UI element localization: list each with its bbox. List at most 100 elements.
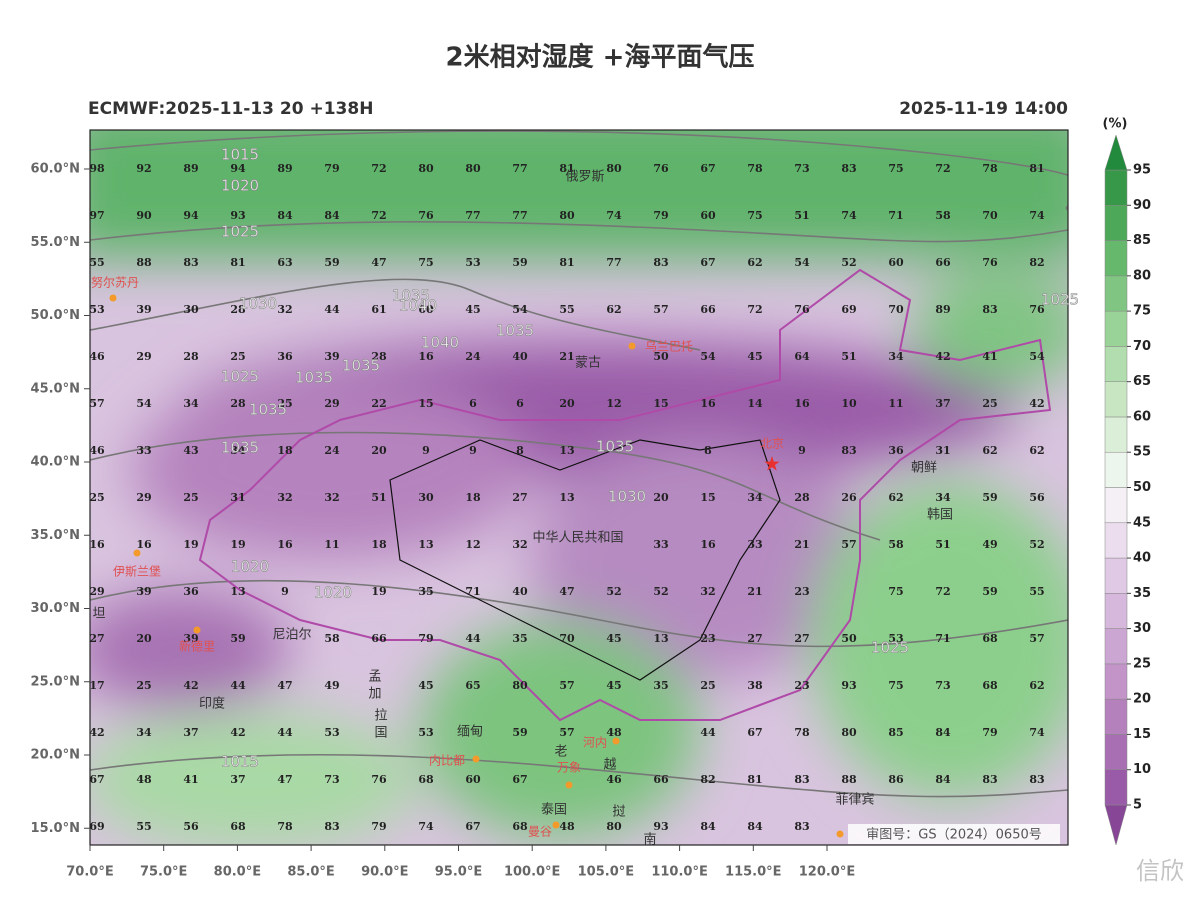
humidity-value: 33	[653, 538, 668, 551]
colorbar-tick-label: 65	[1133, 374, 1151, 389]
humidity-value: 67	[747, 726, 762, 739]
humidity-value: 89	[277, 162, 292, 175]
humidity-value: 35	[512, 632, 527, 645]
humidity-value: 80	[606, 162, 622, 175]
place-name: 蒙古	[575, 356, 601, 371]
humidity-value: 47	[277, 679, 292, 692]
humidity-value: 23	[794, 679, 809, 692]
colorbar-tick-label: 55	[1133, 445, 1151, 460]
humidity-value: 68	[418, 773, 434, 786]
humidity-value: 62	[747, 256, 762, 269]
humidity-value: 49	[982, 538, 997, 551]
humidity-value: 72	[935, 162, 950, 175]
lat-tick-label: 35.0°N	[31, 528, 80, 543]
humidity-value: 25	[136, 679, 151, 692]
humidity-value: 58	[324, 632, 340, 645]
lon-tick-label: 70.0°E	[66, 865, 113, 880]
humidity-value: 78	[982, 162, 998, 175]
humidity-value: 65	[465, 679, 480, 692]
humidity-value: 42	[183, 679, 198, 692]
humidity-value: 41	[183, 773, 198, 786]
colorbar-bin	[1104, 205, 1128, 241]
humidity-value: 79	[982, 726, 997, 739]
humidity-value: 88	[136, 256, 152, 269]
humidity-value: 6	[516, 397, 524, 410]
humidity-value: 74	[606, 209, 622, 222]
humidity-value: 62	[888, 491, 903, 504]
isobar-label: 1040	[399, 297, 437, 315]
place-name: 泰国	[541, 803, 567, 818]
place-name: 印度	[199, 696, 225, 712]
humidity-value: 8	[516, 444, 524, 457]
isobar-label: 1035	[596, 438, 634, 456]
humidity-value: 46	[89, 350, 105, 363]
humidity-value: 44	[230, 679, 246, 692]
humidity-value: 28	[230, 397, 246, 410]
lon-tick-label: 100.0°E	[504, 865, 561, 880]
humidity-value: 16	[700, 397, 716, 410]
colorbar-tick-label: 25	[1133, 656, 1151, 671]
humidity-value: 37	[183, 726, 198, 739]
humidity-value: 59	[324, 256, 339, 269]
humidity-value: 53	[324, 726, 339, 739]
isobar-label: 1040	[421, 334, 459, 352]
humidity-value: 51	[794, 209, 809, 222]
isobar-label: 1035	[392, 287, 430, 305]
humidity-value: 40	[512, 350, 528, 363]
humidity-value: 55	[559, 303, 574, 316]
place-name: 北京	[760, 437, 784, 451]
humidity-value: 14	[747, 397, 763, 410]
humidity-value: 53	[89, 303, 104, 316]
humidity-value: 36	[183, 585, 199, 598]
humidity-value: 84	[935, 726, 951, 739]
place-name: 乌兰巴托	[645, 339, 693, 354]
place-name: 坦	[92, 607, 105, 622]
humidity-value: 53	[418, 726, 433, 739]
humidity-value: 64	[794, 350, 810, 363]
humidity-value: 86	[888, 773, 904, 786]
isobar-label: 1025	[221, 368, 259, 386]
humidity-value: 9	[798, 444, 806, 457]
humidity-value: 12	[465, 538, 480, 551]
colorbar-bin	[1104, 628, 1128, 665]
humidity-value: 25	[982, 397, 997, 410]
humidity-value: 98	[89, 162, 105, 175]
humidity-value: 85	[888, 726, 903, 739]
colorbar-tick-label: 60	[1133, 409, 1151, 424]
humidity-value: 33	[136, 444, 151, 457]
humidity-value: 66	[935, 256, 951, 269]
place-name: 加	[368, 687, 381, 702]
humidity-value: 16	[794, 397, 810, 410]
humidity-value: 80	[559, 209, 575, 222]
humidity-value: 54	[794, 256, 810, 269]
humidity-value: 70	[559, 632, 575, 645]
humidity-value: 83	[794, 773, 809, 786]
humidity-value: 75	[418, 256, 433, 269]
humidity-value: 74	[418, 820, 434, 833]
lat-tick-label: 60.0°N	[31, 162, 80, 177]
colorbar-tick-label: 20	[1133, 692, 1151, 707]
humidity-value: 24	[465, 350, 481, 363]
humidity-value: 72	[935, 585, 950, 598]
humidity-value: 73	[935, 679, 950, 692]
humidity-value: 77	[512, 162, 527, 175]
humidity-value: 15	[700, 491, 715, 504]
humidity-value: 9	[469, 444, 477, 457]
colorbar-bin	[1104, 557, 1128, 594]
humidity-value: 45	[465, 303, 480, 316]
humidity-value: 82	[700, 773, 715, 786]
place-name: 韩国	[927, 508, 953, 523]
humidity-value: 32	[324, 491, 339, 504]
humidity-value: 84	[700, 820, 716, 833]
isobar-label: 1015	[221, 146, 259, 164]
colorbar-bin	[1104, 416, 1128, 453]
humidity-value: 55	[1029, 585, 1044, 598]
humidity-value: 36	[888, 444, 904, 457]
colorbar-bin	[1104, 487, 1128, 524]
humidity-value: 79	[324, 162, 339, 175]
humidity-value: 34	[747, 491, 763, 504]
humidity-value: 93	[230, 209, 245, 222]
place-name: 孟	[368, 670, 381, 685]
humidity-value: 31	[935, 444, 950, 457]
lat-tick-label: 55.0°N	[31, 235, 80, 250]
